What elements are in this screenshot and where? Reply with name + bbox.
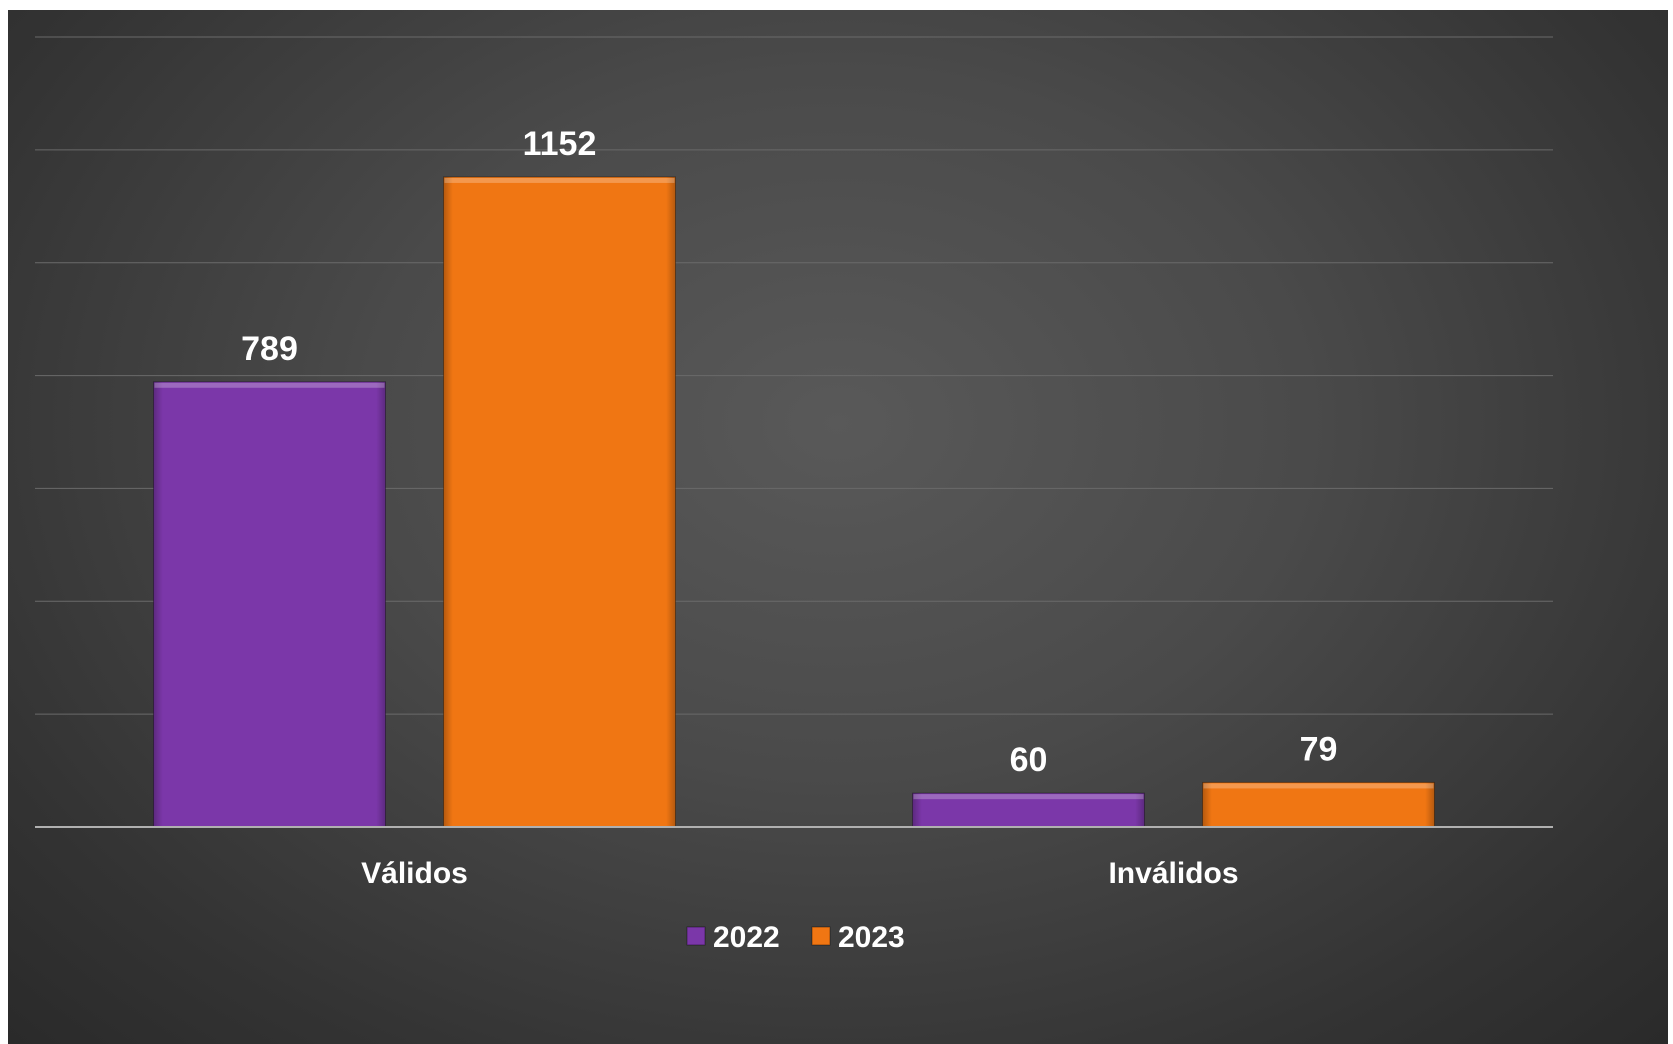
data-label: 60	[1010, 741, 1048, 779]
bar-highlight	[913, 794, 1144, 800]
chart-area: 789 1152 60 79 Válidos Inválidos 2022 2023	[8, 10, 1668, 1044]
bar-bevel	[443, 176, 676, 827]
bar-bevel	[153, 381, 386, 827]
bar-highlight	[1203, 783, 1434, 789]
category-labels: Válidos Inválidos	[361, 857, 1238, 890]
legend: 2022 2023	[686, 921, 905, 954]
data-label: 789	[241, 330, 298, 368]
legend-label: 2022	[713, 921, 780, 954]
bar-bevel	[1202, 782, 1435, 827]
data-label: 79	[1300, 730, 1338, 768]
legend-swatch	[811, 926, 831, 946]
legend-label: 2023	[838, 921, 905, 954]
legend-item-2022: 2022	[686, 921, 780, 954]
bar-válidos-2022	[153, 381, 386, 828]
category-label: Válidos	[361, 857, 468, 890]
legend-swatch	[686, 926, 706, 946]
bar-inválidos-2022	[912, 792, 1145, 828]
category-label: Inválidos	[1108, 857, 1238, 890]
bar-bevel	[912, 793, 1145, 827]
bar-chart: 789 1152 60 79 Válidos Inválidos 2022 2023	[35, 36, 1553, 954]
legend-item-2023: 2023	[811, 921, 905, 954]
bar-highlight	[444, 177, 675, 183]
bars	[153, 176, 1435, 828]
data-labels: 789 1152 60 79	[241, 125, 1337, 779]
data-label: 1152	[523, 125, 597, 163]
bar-highlight	[154, 382, 385, 388]
bar-inválidos-2023	[1202, 781, 1435, 828]
bar-válidos-2023	[443, 176, 676, 828]
